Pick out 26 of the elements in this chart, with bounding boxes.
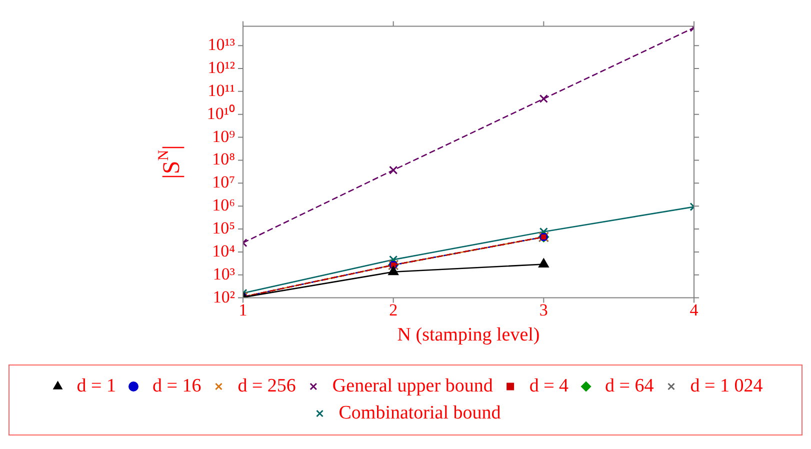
y-tick-label: 10⁶	[212, 196, 236, 215]
legend-label: d = 1	[76, 375, 116, 396]
y-tick-label: 10⁹	[212, 126, 236, 146]
y-tick-label: 10¹²	[208, 58, 235, 77]
y-axis-title: |SN|	[156, 145, 185, 179]
y-tick-label: 10⁴	[212, 241, 236, 260]
x-tick-label: 4	[690, 300, 699, 320]
legend-label: d = 1 024	[690, 375, 764, 396]
y-tick-label: 10³	[212, 264, 235, 284]
y-tick-label: 10¹⁰	[206, 104, 235, 123]
legend-label: Combinatorial bound	[338, 402, 502, 424]
y-tick-label: 10²	[212, 287, 235, 306]
y-tick-label: 10¹¹	[208, 80, 235, 100]
y-tick-label: 10¹³	[208, 35, 235, 54]
x-tick-label: 3	[539, 300, 548, 320]
x-tick-label: 1	[238, 300, 248, 320]
legend-label: d = 64	[605, 375, 654, 396]
y-tick-label: 10⁵	[212, 218, 236, 238]
legend-label: General upper bound	[332, 375, 494, 396]
x-axis-title: N (stamping level)	[397, 324, 540, 346]
y-tick-label: 10⁸	[212, 150, 236, 169]
legend-label: d = 4	[529, 375, 570, 396]
y-tick-label: 10⁷	[212, 172, 236, 192]
legend-label: d = 16	[152, 375, 202, 396]
legend-label: d = 256	[238, 375, 296, 396]
x-tick-label: 2	[389, 300, 398, 320]
